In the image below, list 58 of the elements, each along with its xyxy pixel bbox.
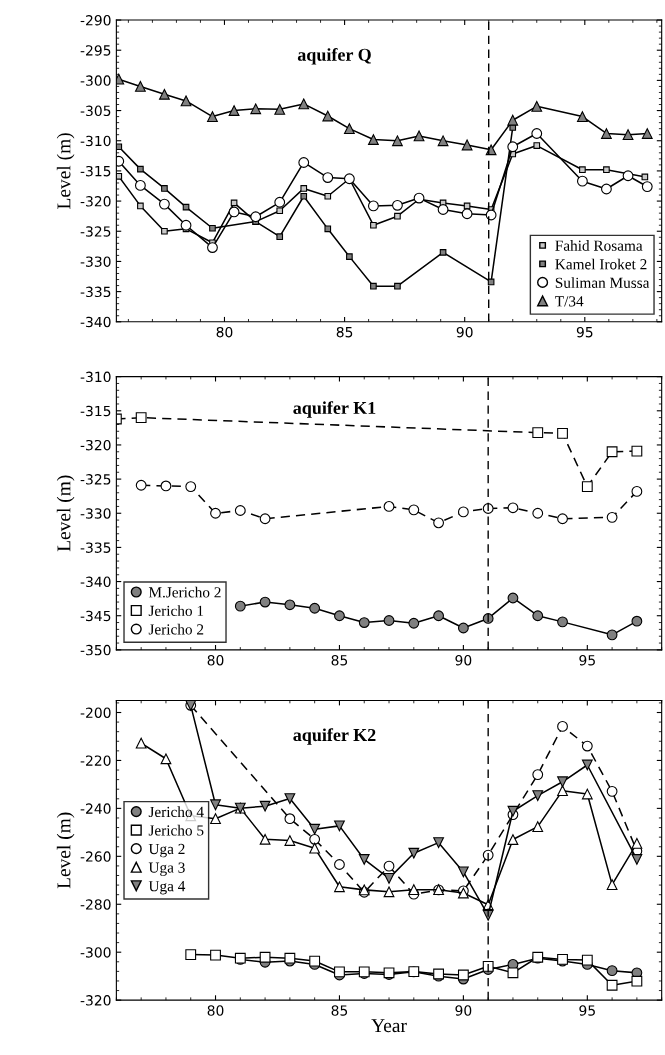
y-tick-label: -330: [80, 508, 111, 519]
x-axis-title: Year: [371, 1019, 407, 1033]
legend-label: Jericho 5: [148, 824, 204, 836]
y-tick-label: -315: [80, 165, 111, 177]
y-tick-label: -330: [80, 256, 111, 267]
y-tick-label: -260: [80, 851, 111, 862]
y-axis-title: Level (m): [56, 133, 75, 209]
y-tick-label: -350: [80, 644, 111, 656]
y-axis-title: Level (m): [56, 812, 75, 889]
y-tick-label: -310: [80, 135, 111, 147]
y-tick-label: -335: [80, 542, 111, 553]
y-tick-label: -320: [80, 995, 111, 1006]
y-tick-label: -300: [80, 947, 111, 958]
legend-label: M.Jericho 2: [148, 586, 221, 598]
x-tick-label: 85: [336, 326, 353, 338]
y-tick-label: -310: [80, 371, 111, 383]
y-tick-label: -295: [80, 45, 111, 56]
y-tick-label: -305: [80, 105, 111, 117]
legend-label: Uga 3: [148, 862, 185, 876]
y-axis-title: Level (m): [56, 475, 75, 552]
x-tick-label: 95: [576, 326, 593, 338]
y-tick-label: -315: [80, 405, 111, 417]
y-tick-label: -280: [80, 899, 111, 910]
text: aquifer K1: [293, 401, 376, 418]
y-tick-label: -325: [80, 226, 111, 237]
legend-label: Kamel Iroket 2: [555, 258, 647, 270]
x-tick-label: 90: [455, 1005, 472, 1016]
x-tick-label: 85: [331, 1005, 348, 1016]
x-tick-label: 80: [216, 326, 233, 338]
legend-label: Jericho 1: [148, 605, 204, 617]
legend-label: Fahid Rosama: [555, 240, 643, 251]
text: aquifer Q: [297, 47, 371, 65]
y-tick-label: -325: [80, 474, 111, 485]
x-tick-label: 90: [456, 326, 473, 338]
y-tick-label: -335: [80, 286, 111, 298]
y-tick-label: -320: [80, 196, 111, 207]
x-tick-label: 85: [331, 654, 348, 666]
y-tick-label: -200: [80, 707, 111, 718]
x-tick-label: 80: [207, 654, 224, 666]
x-tick-label: 95: [579, 654, 595, 666]
y-tick-label: -345: [80, 610, 111, 622]
y-tick-label: -340: [80, 576, 111, 588]
legend-label: T/34: [555, 296, 584, 307]
legend-label: Suliman Mussa: [555, 277, 650, 288]
x-tick-label: 90: [455, 654, 472, 666]
legend-label: Jericho 2: [148, 623, 204, 635]
legend-label: Jericho 4: [148, 806, 204, 818]
y-tick-label: -220: [80, 755, 111, 766]
y-tick-label: -290: [80, 15, 111, 26]
y-tick-label: -240: [80, 803, 111, 814]
x-tick-label: 95: [579, 1005, 595, 1016]
y-tick-label: -320: [80, 439, 111, 451]
text: aquifer K2: [293, 728, 376, 745]
y-tick-label: -340: [80, 316, 111, 328]
legend-label: Uga 4: [148, 881, 186, 895]
legend-label: Uga 2: [148, 843, 185, 858]
y-tick-label: -300: [80, 75, 111, 86]
x-tick-label: 80: [207, 1005, 224, 1016]
